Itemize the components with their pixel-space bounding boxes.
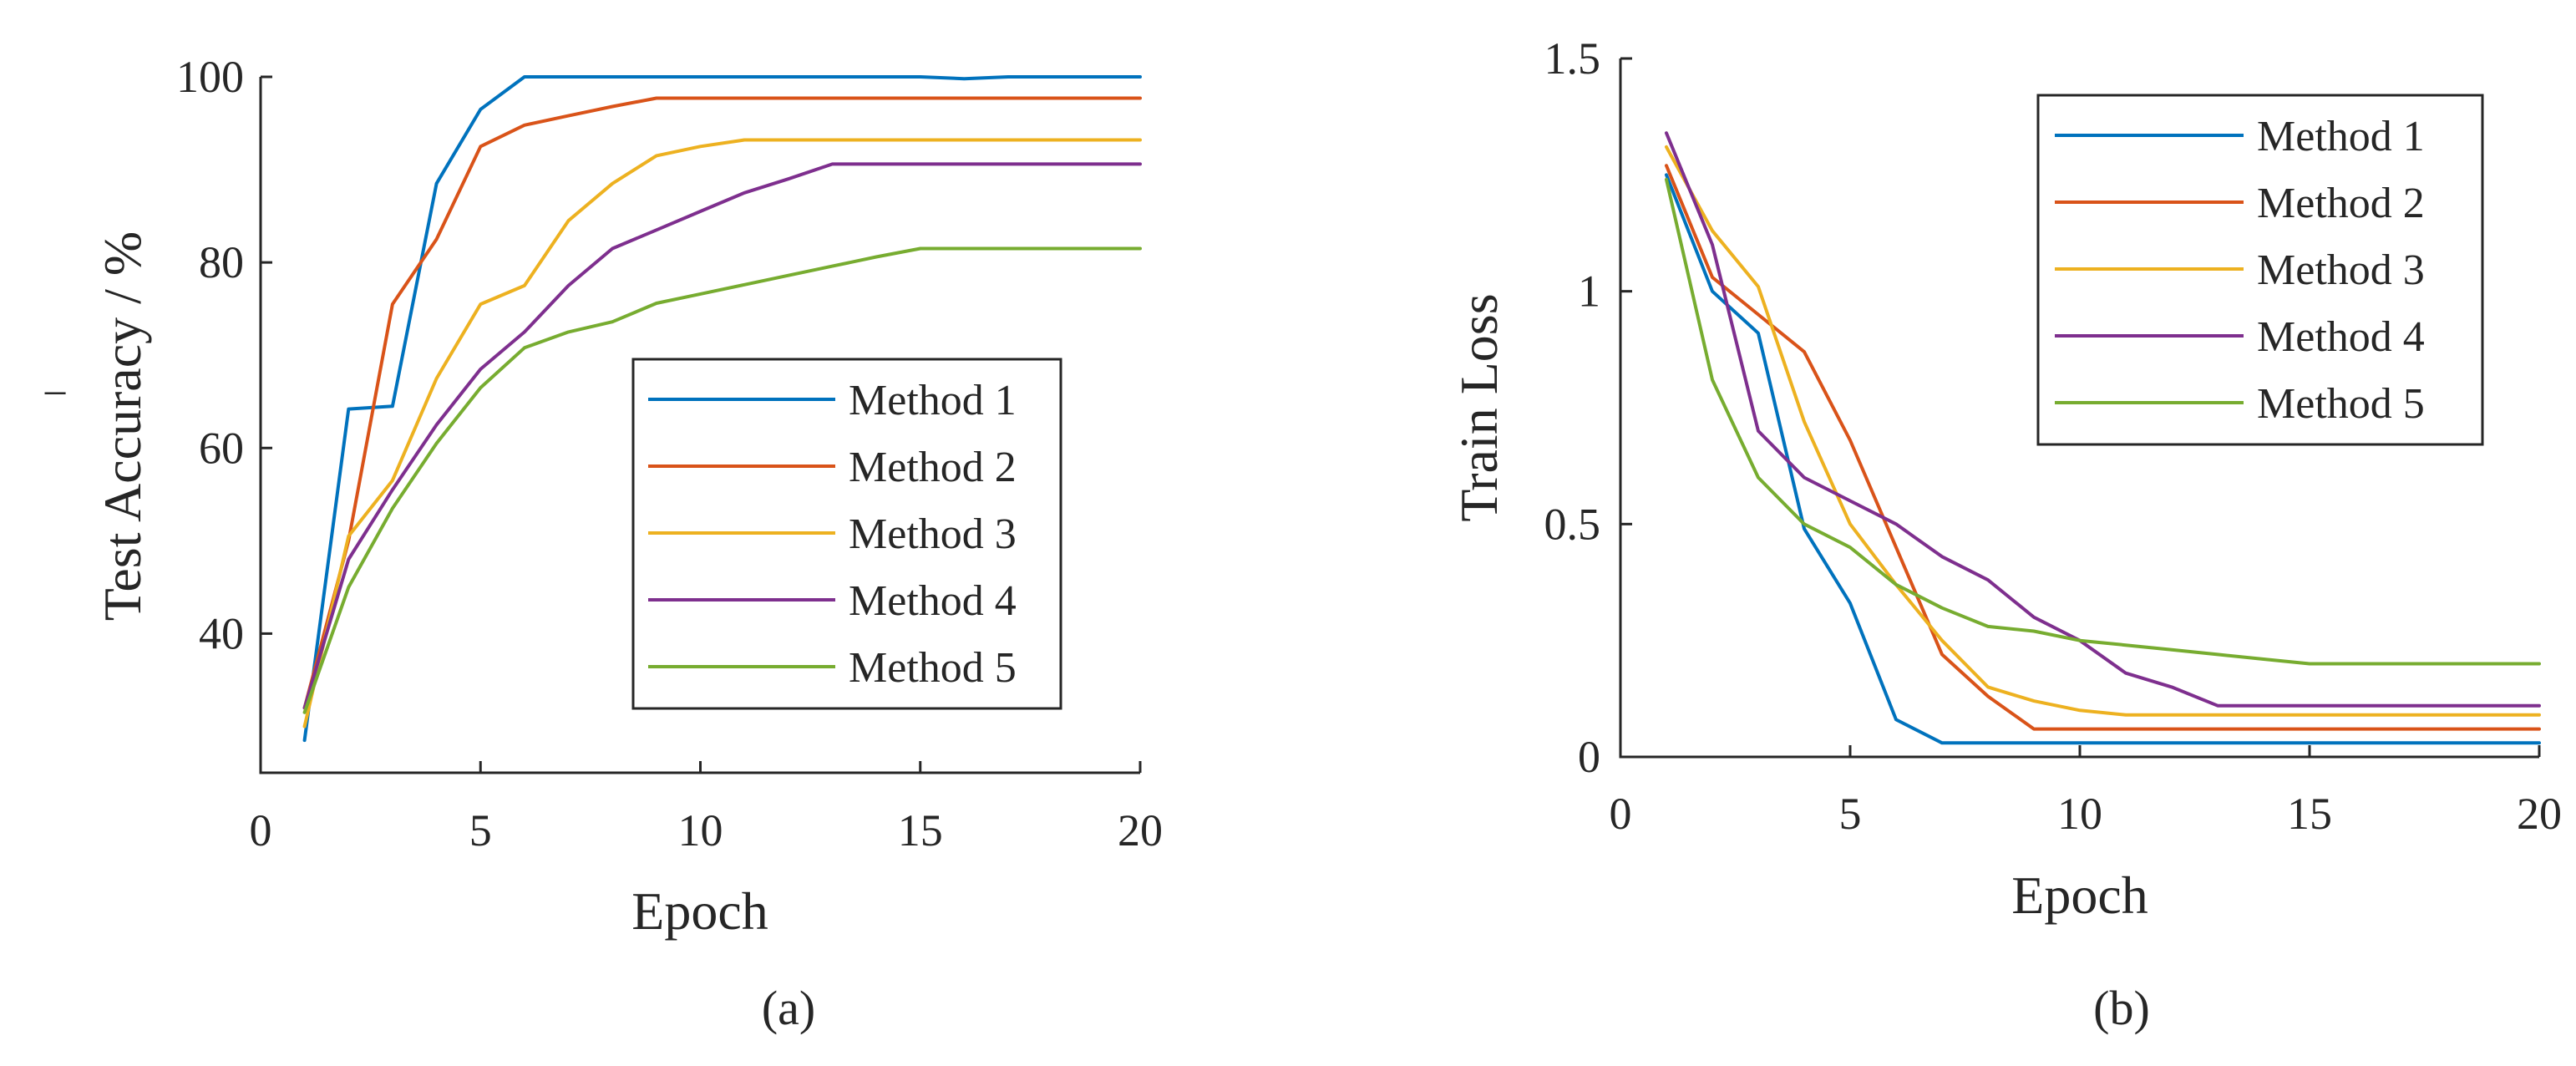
panel-b-legend: Method 1 Method 2 Method 3 Method 4 Method 5: [2036, 94, 2484, 446]
panel-a-xlabel: Epoch: [631, 881, 768, 941]
panel-a-legend: Method 1 Method 2 Method 3 Method 4 Method 5: [631, 358, 1062, 710]
panel-a-ylabel: Test Accuracy / %: [93, 231, 152, 621]
panel-a-legend-label-method-2: Method 2: [849, 444, 1017, 491]
panel-b-xlabel: Epoch: [2011, 865, 2148, 925]
panel-b-xtick-label: 20: [2517, 789, 2562, 839]
panel-b-ytick-label: 1: [1578, 266, 1600, 317]
panel-b-ytick-label: 0: [1578, 732, 1600, 782]
panel-b-series-layer: [1665, 131, 2541, 745]
panel-a-xtick-label: 0: [250, 805, 272, 855]
panel-a-series-method-3: [302, 138, 1142, 728]
panel-a-series-method-4: [302, 162, 1142, 710]
panel-a-ytick-label: 80: [199, 237, 244, 287]
panel-a-legend-label-method-1: Method 1: [849, 377, 1017, 424]
panel-b-xtick-label: 0: [1610, 789, 1632, 839]
panel-a-legend-label-method-3: Method 3: [849, 510, 1017, 558]
panel-b-ytick-label: 0.5: [1544, 499, 1601, 549]
panel-b-legend-items: Method 1 Method 2 Method 3 Method 4 Method 5: [2055, 113, 2425, 428]
panel-a-series-method-2: [302, 96, 1142, 710]
panel-a-series-layer: [302, 75, 1142, 743]
panel-a-legend-items: Method 1 Method 2 Method 3 Method 4 Method 5: [648, 377, 1017, 692]
panel-b-legend-label-method-1: Method 1: [2257, 113, 2425, 160]
panel-b-legend-label-method-3: Method 3: [2257, 246, 2425, 294]
panel-b-series-method-1: [1665, 173, 2541, 745]
panel-a-ytick-label: 60: [199, 423, 244, 473]
panel-a-legend-label-method-4: Method 4: [849, 577, 1017, 625]
panel-b-series-method-3: [1665, 145, 2541, 717]
panel-b-xtick-label: 10: [2057, 789, 2102, 839]
panel-b-ylabel: Train Loss: [1449, 293, 1509, 521]
panel-a-xtick-label: 20: [1118, 805, 1163, 855]
panel-a-stray-mark: ‾: [44, 387, 66, 446]
panel-b-series-method-4: [1665, 131, 2541, 708]
panel-b-ytick-label: 1.5: [1544, 33, 1601, 84]
panel-b-legend-label-method-2: Method 2: [2257, 180, 2425, 227]
panel-b-caption: (b): [2093, 981, 2150, 1035]
panel-b-series-method-5: [1665, 177, 2541, 666]
panel-a-ytick-label: 40: [199, 608, 244, 658]
panel-a-caption: (a): [762, 981, 815, 1035]
panel-b-ticks: 0 5 10 15 20 0 0.5 1 1.5: [1544, 33, 2563, 839]
panel-a-xtick-label: 10: [678, 805, 723, 855]
panel-b-legend-label-method-4: Method 4: [2257, 313, 2425, 361]
panel-a-legend-label-method-5: Method 5: [849, 644, 1017, 692]
panel-b-series-method-2: [1665, 164, 2541, 731]
panel-a-xtick-label: 5: [469, 805, 492, 855]
panel-a-test-accuracy: 0 5 10 15 20 40 60 80 100 Epoch Test Accuracy / …: [44, 52, 1163, 1035]
panel-a-xtick-label: 15: [898, 805, 943, 855]
panel-b-train-loss: 0 5 10 15 20 0 0.5 1 1.5 Epoch Train Loss Method…: [1449, 33, 2562, 1035]
panel-a-series-method-5: [302, 246, 1142, 714]
panel-b-xtick-label: 5: [1839, 789, 1862, 839]
panel-b-xtick-label: 15: [2287, 789, 2332, 839]
panel-a-ticks: 0 5 10 15 20 40 60 80 100: [176, 52, 1163, 855]
panel-a-series-method-1: [302, 75, 1142, 743]
panel-a-ytick-label: 100: [176, 52, 244, 102]
panel-b-legend-label-method-5: Method 5: [2257, 380, 2425, 428]
